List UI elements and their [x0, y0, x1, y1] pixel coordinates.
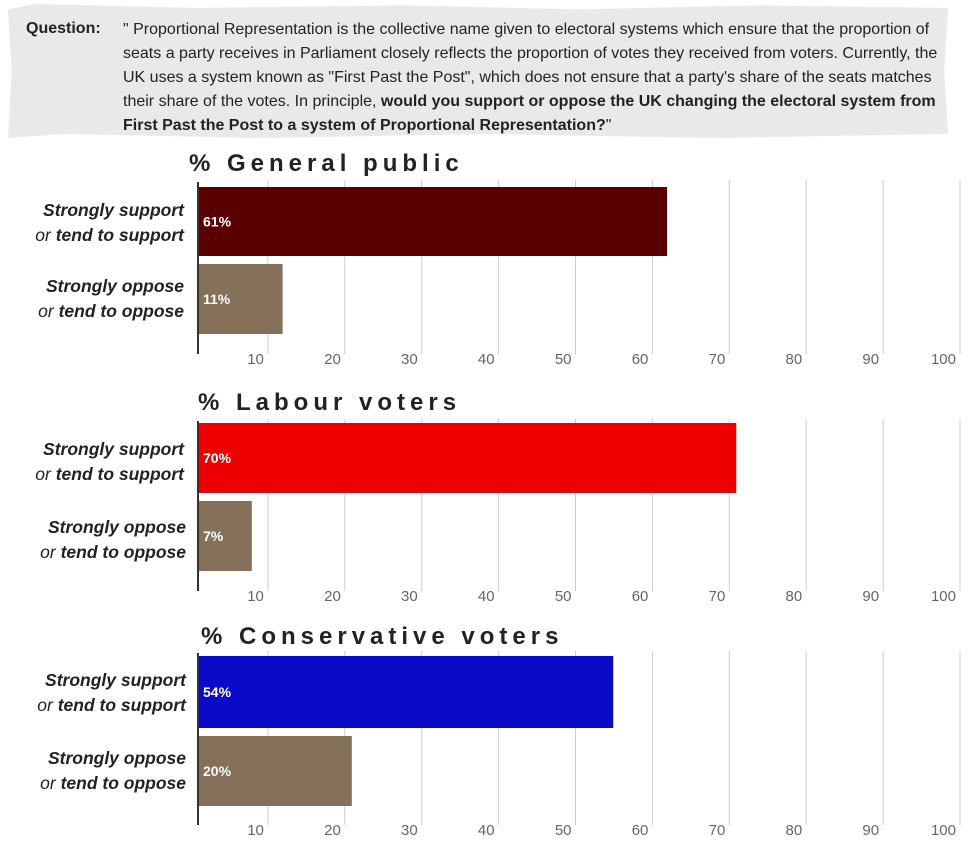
tick-label: 10 — [247, 588, 264, 605]
tick-label: 60 — [632, 822, 649, 839]
category-label-prefix: or — [38, 301, 59, 321]
tick-label: 40 — [478, 351, 495, 368]
category-label-prefix: or — [40, 542, 61, 562]
tick-label: 90 — [862, 822, 879, 839]
category-label-prefix: or — [35, 464, 56, 484]
tick-label: 10 — [247, 351, 264, 368]
bar-chart-labour-voters: 70% 7% 10 20 30 40 50 60 70 80 90 100 — [197, 419, 961, 605]
tick-label: 20 — [324, 588, 341, 605]
question-box — [8, 4, 948, 138]
chart-panel-labour-voters: % Labour voters Strongly support or tend… — [0, 389, 980, 611]
category-label-prefix: or — [37, 695, 58, 715]
tick-label: 30 — [401, 822, 418, 839]
bar — [198, 656, 614, 728]
category-label-line2: tend to oppose — [60, 542, 186, 562]
tick-label: 30 — [401, 351, 418, 368]
tick-label: 70 — [709, 588, 726, 605]
tick-label: 80 — [786, 822, 803, 839]
category-label-line2: tend to oppose — [60, 773, 186, 793]
category-label-support: Strongly support or tend to support — [0, 437, 186, 491]
bar-value-label: 7% — [203, 528, 224, 544]
bar-chart-conservative-voters: 54% 20% 10 20 30 40 50 60 70 80 90 100 — [197, 651, 961, 839]
question-label: Question: — [26, 20, 101, 37]
bar-value-label: 11% — [203, 291, 231, 307]
tick-label: 40 — [478, 588, 495, 605]
category-label-line1: Strongly support — [43, 439, 184, 459]
category-label-line1: Strongly oppose — [47, 517, 186, 537]
tick-label: 90 — [862, 351, 879, 368]
category-label-line1: Strongly oppose — [45, 276, 184, 296]
bar — [198, 501, 252, 571]
tick-label: 80 — [786, 351, 803, 368]
bar-value-label: 54% — [203, 684, 232, 700]
tick-label: 60 — [632, 351, 649, 368]
category-label-prefix: or — [35, 225, 56, 245]
tick-label: 100 — [931, 588, 956, 605]
category-label-line2: tend to support — [55, 225, 184, 245]
chart-title: % General public — [189, 150, 464, 177]
tick-label: 60 — [632, 588, 649, 605]
chart-title: % Conservative voters — [201, 623, 564, 650]
category-label-prefix: or — [40, 773, 61, 793]
bar-chart-general-public: 61% 11% 10 20 30 40 50 60 70 80 90 100 — [197, 180, 961, 368]
category-label-line1: Strongly support — [43, 200, 184, 220]
tick-label: 50 — [555, 351, 572, 368]
category-label-line1: Strongly support — [45, 670, 186, 690]
question-text-bold: would you support or oppose the UK chang… — [123, 93, 936, 134]
category-label-line2: tend to support — [57, 695, 186, 715]
tick-label: 20 — [324, 822, 341, 839]
category-label-line1: Strongly oppose — [47, 748, 186, 768]
chart-panel-general-public: % General public Strongly support or ten… — [0, 150, 980, 372]
tick-label: 40 — [478, 822, 495, 839]
tick-label: 80 — [786, 588, 803, 605]
bar-value-label: 20% — [203, 763, 232, 779]
category-label-oppose: Strongly oppose or tend to oppose — [0, 746, 186, 800]
category-label-line2: tend to support — [55, 464, 184, 484]
tick-label: 90 — [862, 588, 879, 605]
tick-label: 70 — [709, 351, 726, 368]
chart-panel-conservative-voters: % Conservative voters Strongly support o… — [0, 623, 980, 845]
bar-value-label: 61% — [203, 214, 232, 230]
bar — [198, 264, 283, 334]
bar — [198, 423, 737, 493]
tick-label: 10 — [247, 822, 264, 839]
chart-title: % Labour voters — [198, 389, 462, 416]
category-label-support: Strongly support or tend to support — [0, 668, 186, 722]
tick-label: 50 — [555, 588, 572, 605]
question-text: " Proportional Representation is the col… — [123, 18, 945, 138]
category-label-support: Strongly support or tend to support — [0, 198, 186, 252]
bar-value-label: 70% — [203, 450, 232, 466]
tick-label: 70 — [709, 822, 726, 839]
tick-label: 100 — [931, 822, 956, 839]
bar — [198, 187, 668, 256]
tick-label: 20 — [324, 351, 341, 368]
tick-label: 30 — [401, 588, 418, 605]
bar — [198, 736, 352, 806]
category-label-oppose: Strongly oppose or tend to oppose — [0, 515, 186, 569]
question-text-plain: " Proportional Representation is the col… — [123, 21, 938, 110]
tick-label: 100 — [931, 351, 956, 368]
tick-label: 50 — [555, 822, 572, 839]
category-label-oppose: Strongly oppose or tend to oppose — [0, 274, 186, 328]
question-text-end: " — [605, 117, 612, 134]
category-label-line2: tend to oppose — [58, 301, 184, 321]
